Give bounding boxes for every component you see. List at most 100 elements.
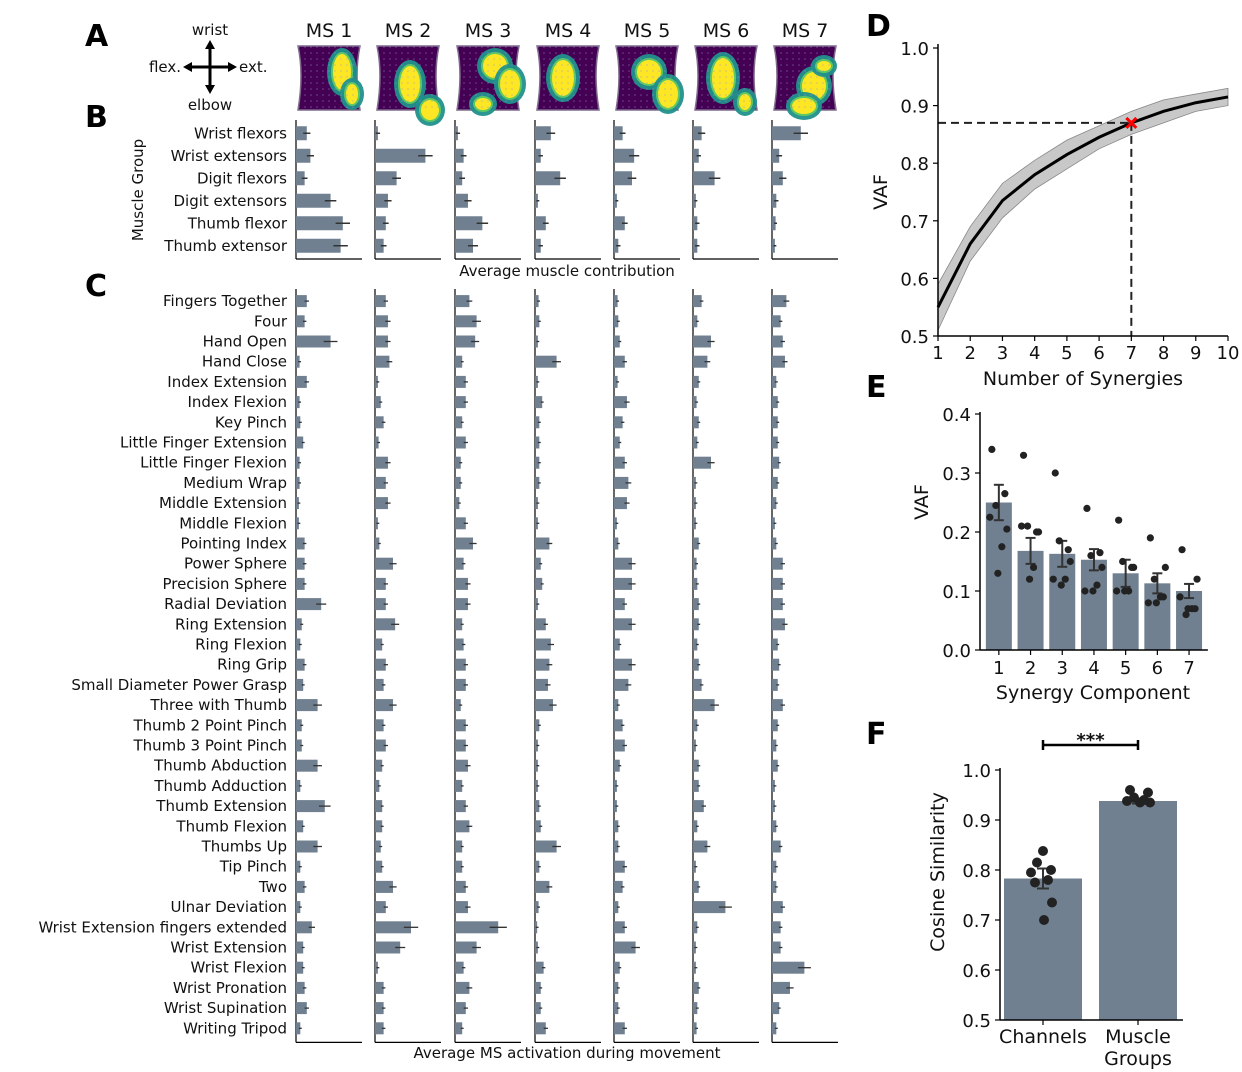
c-bar xyxy=(535,880,550,893)
c-bar xyxy=(296,840,318,853)
c-bar xyxy=(535,557,541,570)
d-y-tick-label: 0.7 xyxy=(900,212,929,233)
c-bar xyxy=(535,456,540,469)
e-y-tick-label: 0.1 xyxy=(942,582,971,603)
c-bar xyxy=(693,557,697,570)
c-category-label: Two xyxy=(258,878,287,896)
e-data-point xyxy=(1115,516,1123,524)
c-bar xyxy=(535,537,550,550)
c-bar xyxy=(535,961,544,974)
f-y-tick-label: 0.6 xyxy=(962,961,991,982)
c-bar xyxy=(375,396,381,409)
c-bar xyxy=(772,921,781,934)
c-category-label: Thumb Flexion xyxy=(175,817,287,835)
c-bar xyxy=(693,800,704,813)
c-bar xyxy=(375,476,386,489)
c-bar xyxy=(455,840,463,853)
c-category-label: Middle Extension xyxy=(159,494,287,512)
c-bar xyxy=(772,577,783,590)
c-bar xyxy=(455,941,477,954)
c-category-label: Wrist Extension fingers extended xyxy=(38,918,287,936)
c-bar xyxy=(455,396,466,409)
c-bar xyxy=(614,537,619,550)
c-bar xyxy=(614,355,625,368)
c-category-label: Fingers Together xyxy=(163,292,288,310)
b-bar xyxy=(772,148,780,163)
b-bar xyxy=(455,193,468,208)
c-bar xyxy=(375,497,388,510)
d-marker-stroke-2 xyxy=(1125,116,1138,129)
c-bar xyxy=(455,880,466,893)
e-x-tick-label: 7 xyxy=(1183,658,1194,679)
f-data-point xyxy=(1030,877,1040,888)
c-series-7 xyxy=(771,289,838,1044)
c-bar xyxy=(772,497,777,510)
b-bar xyxy=(535,148,541,163)
c-bar xyxy=(296,295,307,308)
e-data-point xyxy=(1023,522,1032,530)
c-bar xyxy=(614,880,623,893)
c-bar xyxy=(693,699,715,712)
c-bar xyxy=(455,981,470,994)
c-bar xyxy=(614,577,632,590)
f-y-tick-label: 0.7 xyxy=(962,911,991,932)
c-bar xyxy=(614,961,620,974)
c-category-label: Power Sphere xyxy=(184,555,287,573)
b-bar xyxy=(296,148,311,163)
c-category-label: Radial Deviation xyxy=(164,595,287,613)
c-bar xyxy=(455,820,470,833)
c-category-label: Key Pinch xyxy=(215,413,287,431)
c-bar xyxy=(693,981,699,994)
c-bar xyxy=(614,901,619,914)
c-category-label: Ring Grip xyxy=(217,656,287,674)
c-bar xyxy=(693,436,698,449)
c-bar xyxy=(772,1002,780,1015)
c-bar xyxy=(375,941,401,954)
c-bar xyxy=(693,537,699,550)
c-bar xyxy=(535,800,540,813)
c-bar xyxy=(614,719,623,732)
c-bar xyxy=(455,335,476,348)
f-data-point xyxy=(1026,867,1036,878)
f-data-point xyxy=(1046,865,1056,875)
c-bar xyxy=(296,1022,301,1035)
c-bar xyxy=(296,436,304,449)
panel-b-muscle-contribution: Wrist flexors Wrist extensors Digit flexor… xyxy=(129,120,838,280)
c-bar xyxy=(296,416,301,429)
e-x-tick-label: 1 xyxy=(993,658,1004,679)
c-bar xyxy=(693,315,698,328)
c-bar xyxy=(772,860,777,873)
c-bar xyxy=(535,638,551,651)
c-bar xyxy=(614,921,625,934)
b-series-7 xyxy=(771,120,838,260)
c-bar xyxy=(455,315,477,328)
c-bar xyxy=(535,820,541,833)
b-bar xyxy=(614,126,623,141)
e-data-point xyxy=(986,513,994,521)
b-bar xyxy=(535,216,546,231)
c-bar xyxy=(375,678,384,691)
c-bar xyxy=(772,880,777,893)
c-bar xyxy=(772,396,778,409)
c-bar xyxy=(535,416,540,429)
e-data-point xyxy=(1161,563,1169,572)
panel-c-ms-activation: Fingers Together Four Hand Open Hand Close I… xyxy=(38,289,838,1062)
heatmap-electrodes xyxy=(377,46,439,110)
c-bar xyxy=(375,537,380,550)
c-bar xyxy=(375,981,384,994)
c-bar xyxy=(296,1002,307,1015)
panel-label-e: E xyxy=(866,370,887,405)
panel-label-f: F xyxy=(866,717,887,752)
c-bar xyxy=(535,1022,546,1035)
c-bar xyxy=(535,315,540,328)
c-bar xyxy=(693,820,698,833)
c-bar xyxy=(375,719,384,732)
compass-down-label: elbow xyxy=(188,96,232,114)
c-category-label: Index Extension xyxy=(167,373,287,391)
c-bar xyxy=(772,456,780,469)
e-data-point xyxy=(1156,593,1164,601)
c-bar xyxy=(375,800,383,813)
c-bar xyxy=(296,759,318,772)
c-bar xyxy=(375,658,386,671)
